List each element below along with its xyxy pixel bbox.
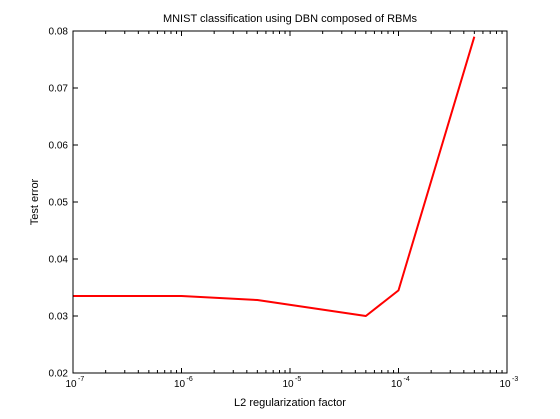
y-tick-label: 0.06 bbox=[49, 141, 69, 152]
y-tick-label: 0.05 bbox=[49, 198, 69, 209]
x-tick-exponent: -4 bbox=[404, 376, 410, 383]
plot-area bbox=[73, 31, 507, 373]
plot-frame bbox=[72, 30, 508, 374]
y-tick-label: 0.02 bbox=[49, 369, 69, 380]
x-tick-label: 10 bbox=[499, 379, 511, 390]
x-tick-label: 10 bbox=[174, 379, 186, 390]
x-tick-exponent: -5 bbox=[295, 376, 301, 383]
y-tick-label: 0.07 bbox=[49, 84, 69, 95]
x-tick-exponent: -7 bbox=[78, 376, 84, 383]
series-line bbox=[73, 36, 476, 317]
x-tick-label: 10 bbox=[282, 379, 294, 390]
x-axis-label: L2 regularization factor bbox=[234, 397, 346, 409]
x-tick-label: 10 bbox=[65, 379, 77, 390]
y-tick-label: 0.03 bbox=[49, 312, 69, 323]
ticks-layer: 10 -7 10 -6 10 -5 10 -4 10 -30.020.030.040.050.06… bbox=[49, 27, 519, 391]
y-axis-label: Test error bbox=[29, 178, 41, 225]
series-layer bbox=[73, 36, 476, 317]
x-tick-exponent: -3 bbox=[512, 376, 518, 383]
x-tick-label: 10 bbox=[391, 379, 403, 390]
y-tick-label: 0.08 bbox=[49, 27, 69, 38]
chart-title: MNIST classification using DBN composed … bbox=[163, 13, 418, 25]
y-tick-label: 0.04 bbox=[49, 255, 69, 266]
x-tick-exponent: -6 bbox=[187, 376, 193, 383]
